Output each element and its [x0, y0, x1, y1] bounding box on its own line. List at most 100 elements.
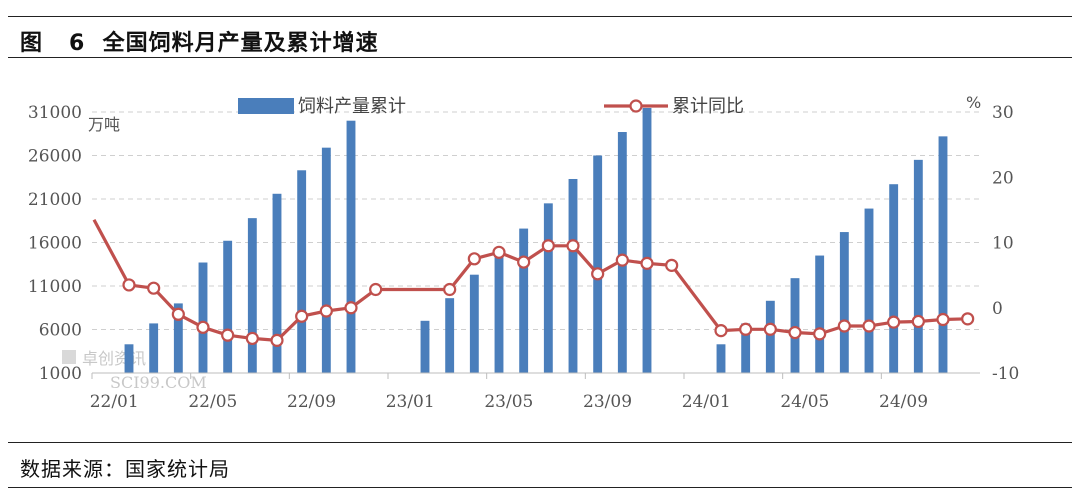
line-point: [936, 312, 950, 327]
line-point: [615, 253, 629, 267]
left-axis-unit: 万吨: [88, 115, 120, 134]
left-tick-label: 1000: [39, 364, 82, 384]
axes: 1000 6000 11000 16000 21000 26000 31000 -10 0 10 2…: [28, 93, 1019, 412]
line-point: [467, 252, 481, 266]
line-point: [911, 314, 925, 329]
x-tick-label: 22/09: [287, 392, 336, 412]
legend-label-bars: 饲料产量累计: [298, 96, 406, 117]
bar: [297, 170, 307, 373]
x-tick-label: 24/09: [879, 392, 928, 412]
bar: [741, 323, 751, 373]
left-tick-label: 16000: [28, 234, 82, 254]
line-point: [196, 320, 210, 334]
line-point: [961, 312, 975, 326]
bar: [815, 255, 825, 373]
bar: [420, 320, 430, 373]
bar: [913, 159, 923, 373]
bar: [469, 274, 479, 373]
bars: [124, 108, 948, 373]
bar: [765, 300, 775, 373]
right-axis-unit: %: [966, 93, 981, 112]
bar: [445, 298, 455, 373]
line-point: [665, 258, 679, 272]
left-tick-label: 21000: [28, 190, 82, 210]
line-point: [813, 327, 827, 341]
line-point: [640, 256, 654, 270]
line-point: [245, 331, 259, 346]
bar: [272, 193, 282, 373]
bar: [568, 178, 578, 373]
line-point: [763, 322, 777, 336]
bar: [519, 228, 529, 373]
bar: [790, 278, 800, 373]
line-point: [788, 325, 802, 340]
figure-title: 图 6 全国饲料月产量及累计增速: [20, 31, 379, 56]
bar: [494, 252, 504, 373]
line-point: [714, 323, 728, 338]
x-tick-label: 23/05: [484, 392, 533, 412]
x-tick-label: 24/05: [780, 392, 829, 412]
bar: [617, 132, 627, 373]
line-point: [171, 307, 185, 321]
left-tick-label: 31000: [28, 103, 82, 123]
x-tick-label: 23/01: [386, 392, 435, 412]
line-point: [887, 315, 901, 329]
line-point: [517, 255, 531, 269]
bar: [149, 323, 159, 373]
line-point: [319, 304, 333, 318]
bar: [198, 262, 208, 373]
bar: [543, 203, 553, 373]
bar: [839, 232, 849, 373]
line-point: [541, 239, 555, 253]
line-point: [221, 328, 235, 342]
line-point: [369, 282, 383, 297]
left-tick-label: 6000: [39, 321, 82, 341]
bar: [593, 155, 603, 373]
line-point: [566, 239, 580, 253]
bar: [716, 344, 726, 373]
bar: [346, 120, 356, 373]
bar: [173, 303, 183, 373]
line-point: [443, 282, 457, 297]
line-point: [122, 278, 136, 292]
bar: [889, 184, 899, 373]
right-tick-label: 10: [992, 234, 1014, 254]
source-bar: 数据来源：国家统计局: [8, 442, 1072, 488]
line-point: [344, 301, 358, 315]
bar: [321, 147, 331, 373]
left-tick-label: 26000: [28, 147, 82, 167]
right-tick-label: -10: [992, 364, 1019, 384]
title-bar: 图 6 全国饲料月产量及累计增速: [8, 16, 1072, 58]
line-point: [739, 322, 753, 336]
watermark-text-cn: 卓创资讯: [82, 349, 146, 368]
legend: 饲料产量累计 累计同比: [238, 96, 744, 117]
bar: [864, 208, 874, 373]
line-point: [295, 309, 309, 323]
bar: [124, 344, 134, 373]
right-tick-label: 0: [992, 299, 1003, 319]
right-tick-label: 20: [992, 168, 1014, 188]
line-series: [92, 218, 975, 347]
line-point: [270, 333, 284, 347]
line-point: [147, 281, 161, 295]
bar: [642, 108, 652, 373]
x-tick-label: 24/01: [682, 392, 731, 412]
line-point: [862, 319, 876, 333]
left-tick-label: 11000: [28, 277, 82, 297]
line-point: [492, 245, 506, 259]
x-tick-label: 22/05: [188, 392, 237, 412]
legend-label-line: 累计同比: [672, 96, 744, 117]
right-tick-label: 30: [992, 103, 1014, 123]
bar: [247, 218, 257, 373]
bar: [938, 136, 948, 373]
source-text: 数据来源：国家统计局: [20, 457, 230, 481]
line-point: [837, 319, 851, 333]
chart: 卓创资讯 SCI99.COM 1000 6000 11000 16000 21000 26…: [28, 93, 1019, 412]
x-tick-label: 23/09: [583, 392, 632, 412]
line-point: [591, 267, 605, 281]
watermark-logo-icon: [62, 350, 76, 364]
watermark-text-en: SCI99.COM: [110, 373, 207, 392]
watermark: 卓创资讯 SCI99.COM: [62, 349, 207, 392]
legend-line-marker: [629, 99, 643, 113]
x-tick-label: 22/01: [90, 392, 139, 412]
